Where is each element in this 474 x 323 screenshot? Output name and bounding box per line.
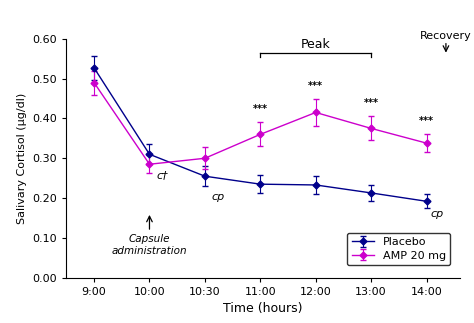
Text: ***: *** bbox=[419, 116, 434, 126]
Text: Peak: Peak bbox=[301, 38, 330, 51]
Text: ***: *** bbox=[308, 80, 323, 90]
Text: cp: cp bbox=[211, 192, 225, 202]
Text: Capsule
administration: Capsule administration bbox=[112, 234, 187, 255]
Text: ***: *** bbox=[364, 99, 379, 109]
Text: Recovery: Recovery bbox=[420, 31, 472, 41]
Legend: Placebo, AMP 20 mg: Placebo, AMP 20 mg bbox=[347, 233, 450, 265]
X-axis label: Time (hours): Time (hours) bbox=[223, 302, 303, 315]
Text: ***: *** bbox=[253, 104, 268, 114]
Text: c†: c† bbox=[156, 170, 168, 180]
Y-axis label: Salivary Cortisol (µg/dl): Salivary Cortisol (µg/dl) bbox=[17, 93, 27, 224]
Text: cp: cp bbox=[431, 209, 444, 219]
